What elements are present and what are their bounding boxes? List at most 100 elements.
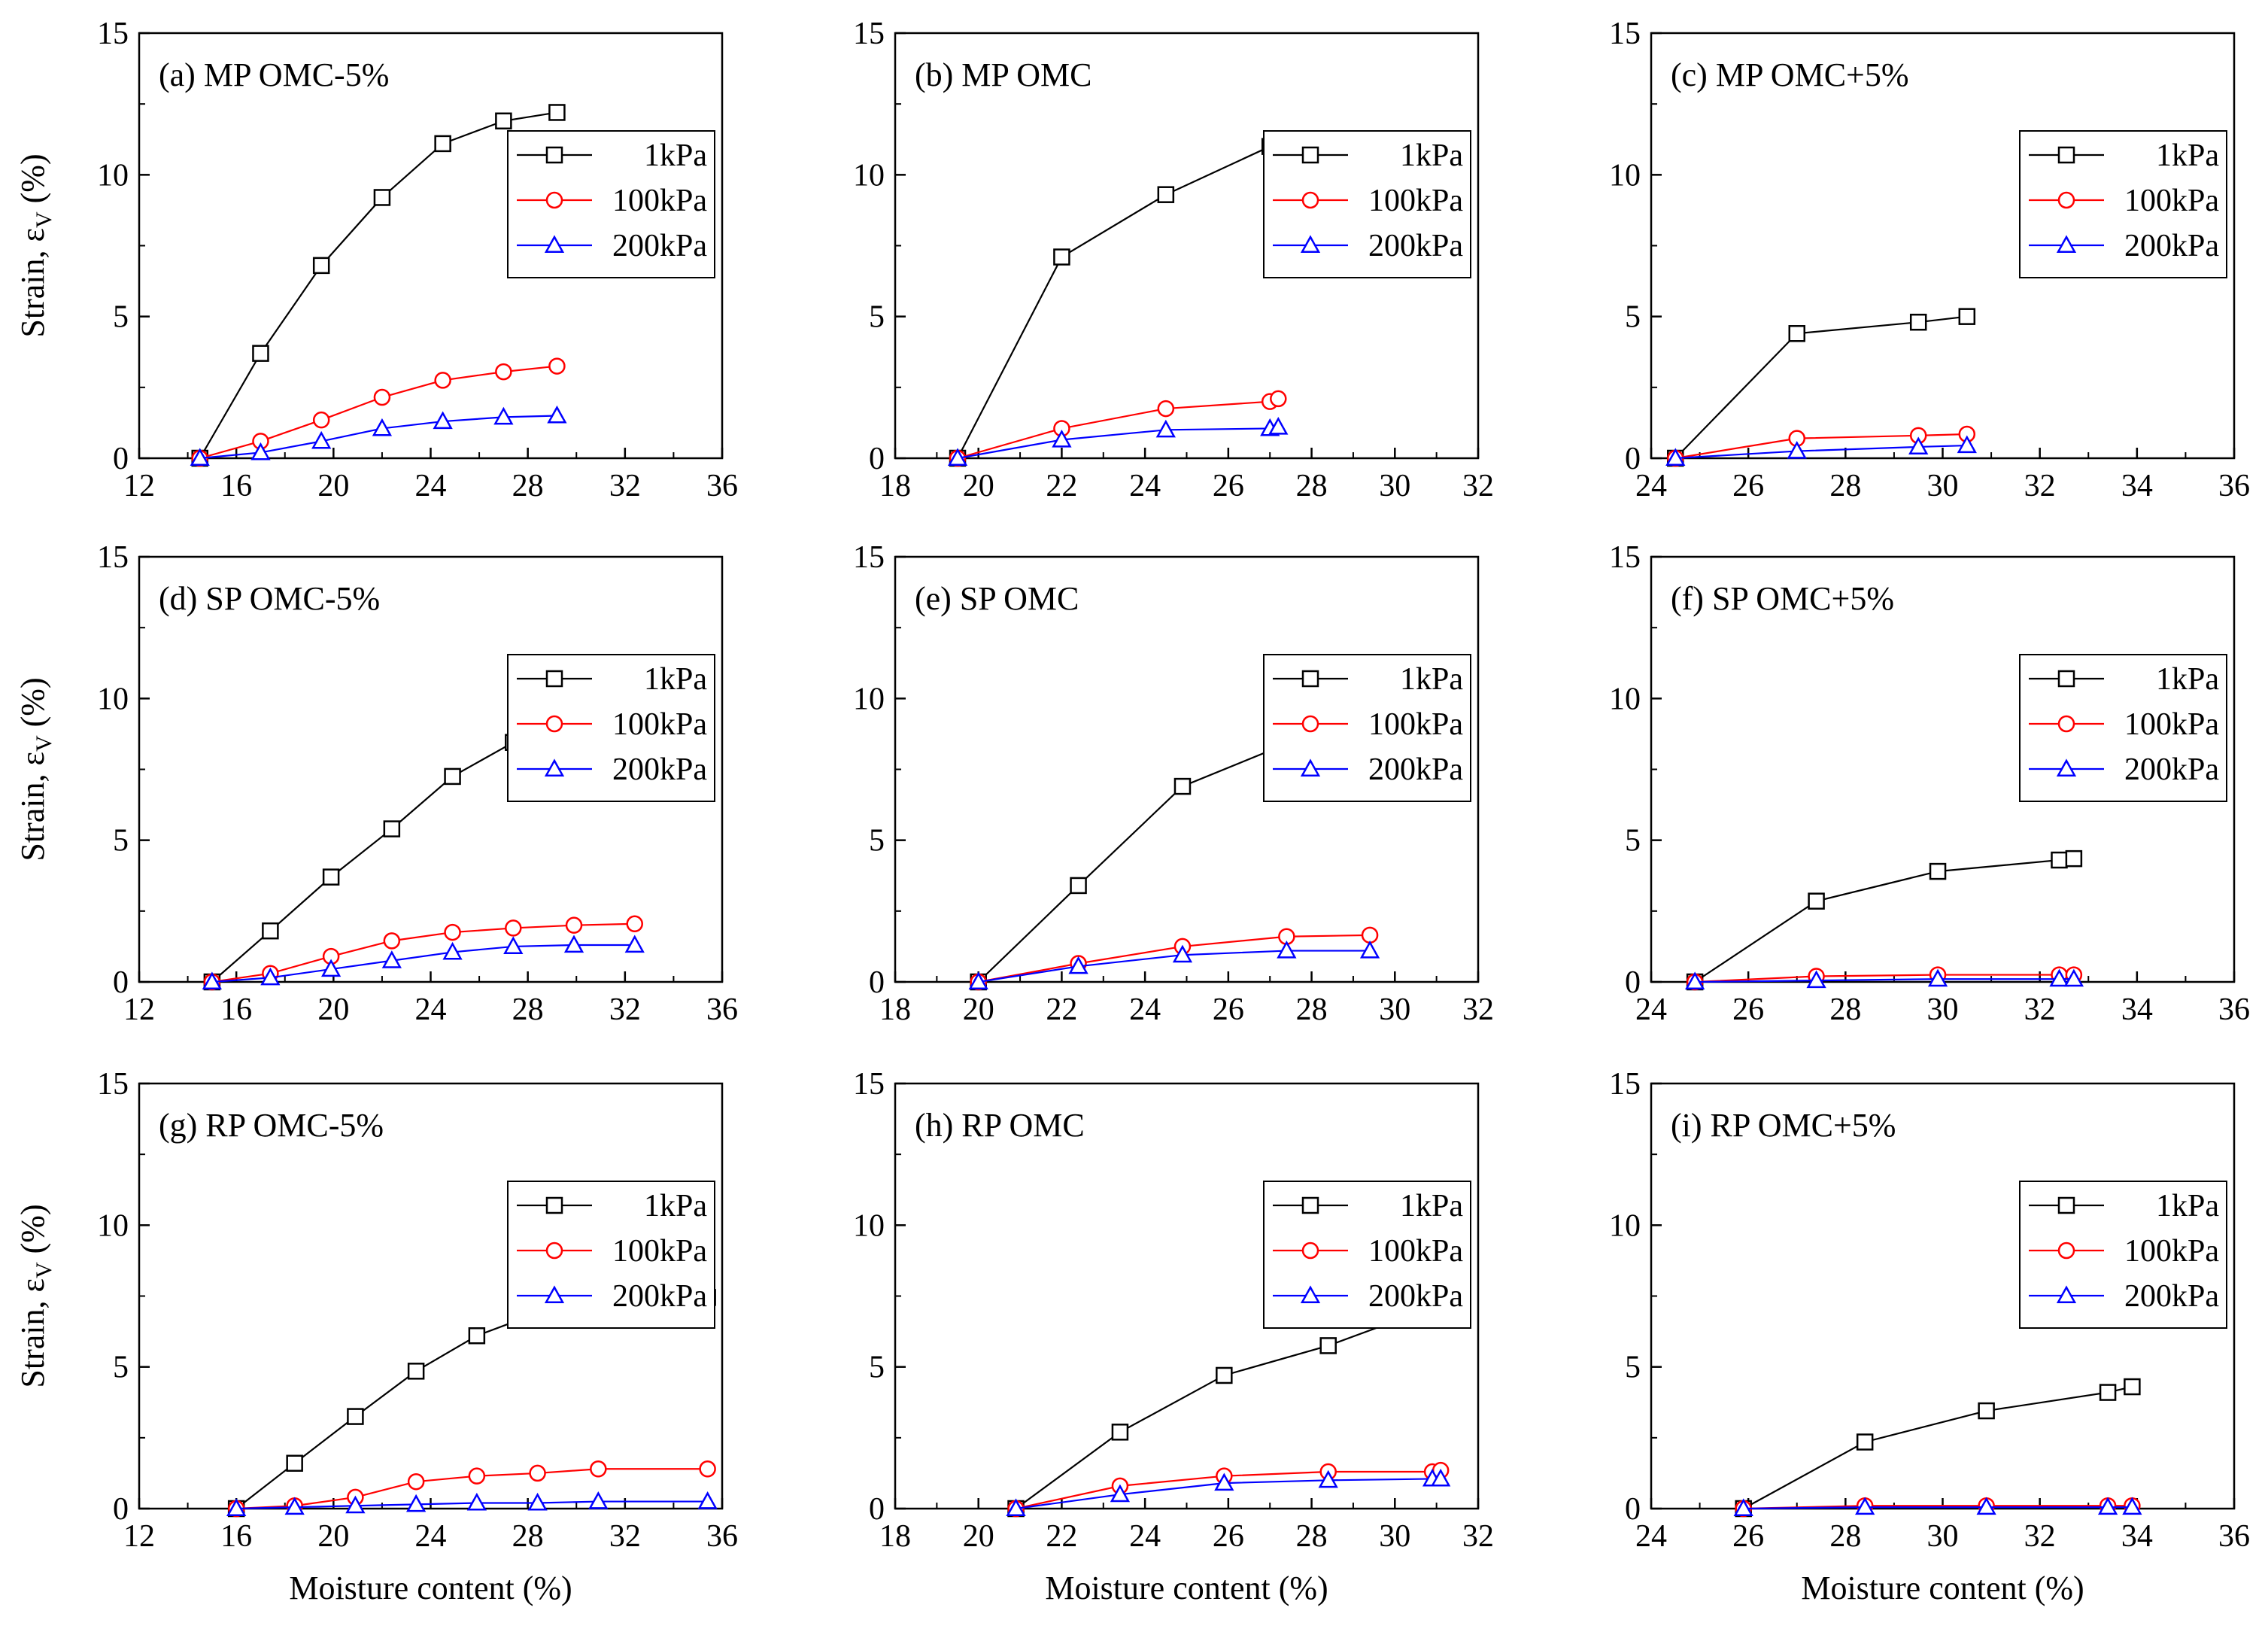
legend-label-100kPa: 100kPa [612, 1234, 707, 1269]
panel-title: (a) MP OMC-5% [159, 56, 389, 93]
x-tick-label: 16 [220, 992, 252, 1027]
legend-label-1kPa: 1kPa [2156, 662, 2219, 697]
data-point-200kPa [1068, 956, 1088, 974]
data-point-200kPa [947, 448, 968, 467]
x-tick-label: 12 [123, 469, 155, 503]
data-point-100kPa [468, 1467, 486, 1485]
data-point-100kPa [626, 915, 643, 933]
data-point-1kPa [1856, 1433, 1874, 1451]
data-point-1kPa [1173, 777, 1192, 795]
x-tick-label: 36 [706, 469, 738, 503]
data-point-100kPa [1361, 926, 1379, 944]
data-point-1kPa [2065, 849, 2083, 868]
data-point-200kPa [260, 967, 281, 986]
series-line-1kPa [1743, 1385, 2133, 1509]
x-tick-label: 12 [123, 992, 155, 1027]
data-point-200kPa [1806, 970, 1826, 989]
data-point-200kPa [2122, 1497, 2142, 1515]
x-tick-label: 20 [963, 469, 994, 503]
x-tick-label: 20 [317, 1519, 349, 1554]
x-tick-label: 26 [1732, 992, 1764, 1027]
x-tick-label: 24 [1635, 992, 1667, 1027]
panel-title: (f) SP OMC+5% [1671, 580, 1894, 617]
data-point-1kPa [1070, 877, 1087, 895]
legend-marker-1kPa [2057, 1196, 2075, 1214]
legend-label-200kPa: 200kPa [1368, 1279, 1463, 1314]
y-tick-label: 0 [1625, 1492, 1641, 1527]
x-tick-label: 30 [1379, 469, 1410, 503]
legend: 1kPa 100kPa 200kPa [1263, 1181, 1471, 1329]
data-point-200kPa [968, 971, 988, 990]
x-tick-label: 30 [1927, 1519, 1959, 1554]
y-tick-label: 15 [1609, 17, 1641, 51]
x-tick-label: 28 [1296, 1519, 1328, 1554]
x-tick-label: 22 [1046, 1519, 1077, 1554]
data-point-1kPa [347, 1408, 364, 1425]
legend-label-200kPa: 200kPa [1368, 229, 1463, 263]
data-point-200kPa [190, 448, 210, 467]
y-tick-label: 10 [853, 1208, 885, 1243]
data-point-200kPa [1052, 429, 1072, 448]
data-point-200kPa [1908, 436, 1929, 454]
y-tick-label: 10 [1609, 682, 1641, 716]
legend-label-1kPa: 1kPa [1400, 662, 1463, 697]
data-point-200kPa [433, 411, 453, 430]
data-point-200kPa [381, 950, 402, 968]
legend-marker-1kPa [545, 670, 563, 688]
data-point-100kPa [590, 1460, 607, 1478]
data-point-1kPa [1958, 308, 1976, 325]
y-axis-title-unit: (%) [14, 153, 51, 211]
data-point-1kPa [373, 189, 391, 206]
y-tick-label: 0 [1625, 442, 1641, 476]
legend-marker-200kPa [1300, 235, 1321, 254]
legend-label-1kPa: 1kPa [644, 138, 707, 173]
data-point-1kPa [468, 1327, 486, 1345]
x-tick-label: 28 [1829, 469, 1861, 503]
data-point-1kPa [1216, 1366, 1233, 1384]
x-tick-label: 26 [1213, 469, 1244, 503]
x-tick-label: 34 [2121, 992, 2153, 1027]
legend-marker-100kPa [2057, 1242, 2075, 1260]
data-point-200kPa [442, 941, 463, 960]
data-point-100kPa [407, 1472, 425, 1491]
x-tick-label: 32 [609, 992, 641, 1027]
data-point-200kPa [2063, 968, 2084, 987]
x-tick-label: 28 [512, 992, 544, 1027]
y-tick-label: 5 [869, 300, 885, 335]
legend-marker-200kPa [1300, 758, 1321, 777]
legend-label-100kPa: 100kPa [612, 184, 707, 218]
legend-marker-200kPa [2056, 1285, 2077, 1304]
series-line-200kPa [957, 426, 1279, 460]
data-point-1kPa [495, 112, 512, 130]
data-point-1kPa [252, 345, 269, 362]
y-tick-label: 15 [1609, 1067, 1641, 1102]
legend-label-200kPa: 200kPa [612, 229, 707, 263]
legend-label-200kPa: 200kPa [2124, 1279, 2219, 1314]
data-point-1kPa [1111, 1424, 1129, 1441]
data-point-200kPa [1006, 1498, 1026, 1517]
legend-label-1kPa: 1kPa [644, 662, 707, 697]
y-tick-label: 5 [1625, 1351, 1641, 1385]
data-point-200kPa [527, 1492, 548, 1511]
legend-label-1kPa: 1kPa [1400, 138, 1463, 173]
data-point-200kPa [2097, 1497, 2118, 1515]
y-tick-label: 5 [113, 824, 129, 859]
x-tick-label: 32 [609, 1519, 641, 1554]
legend-label-200kPa: 200kPa [2124, 752, 2219, 787]
x-tick-label: 28 [1829, 1519, 1861, 1554]
data-point-100kPa [495, 363, 512, 381]
x-tick-label: 24 [1129, 1519, 1161, 1554]
y-axis-title-unit: (%) [14, 1204, 51, 1262]
y-tick-label: 5 [1625, 824, 1641, 859]
data-point-100kPa [1157, 400, 1175, 418]
data-point-200kPa [1277, 940, 1297, 959]
legend: 1kPa 100kPa 200kPa [2019, 1181, 2227, 1329]
x-tick-label: 20 [963, 992, 994, 1027]
legend: 1kPa 100kPa 200kPa [1263, 130, 1471, 278]
x-tick-label: 16 [220, 1519, 252, 1554]
legend-marker-200kPa [2056, 235, 2077, 254]
x-tick-label: 36 [706, 992, 738, 1027]
x-tick-label: 28 [512, 1519, 544, 1554]
x-tick-label: 30 [1379, 992, 1410, 1027]
data-point-200kPa [1733, 1498, 1753, 1517]
